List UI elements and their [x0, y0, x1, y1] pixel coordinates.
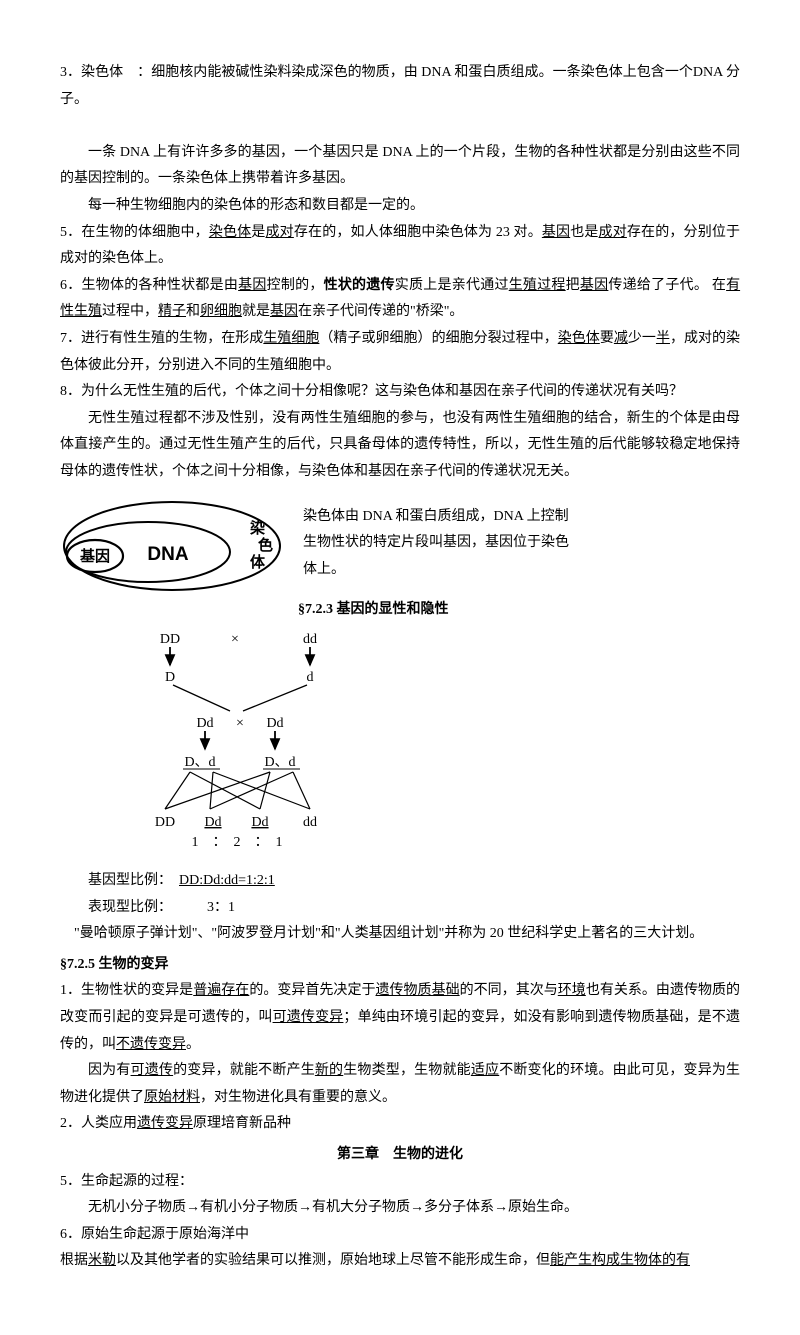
item-5: 5．在生物的体细胞中，染色体是成对存在的，如人体细胞中染色体为 23 对。基因也… [60, 220, 740, 273]
svg-text:dd: dd [303, 815, 317, 830]
variation-item-2: 2．人类应用遗传变异原理培育新品种 [60, 1111, 740, 1138]
item-8-question: 8．为什么无性生殖的后代，个体之间十分相像呢？这与染色体和基因在亲子代间的传递状… [60, 379, 740, 406]
svg-text:体: 体 [250, 553, 266, 571]
svg-text:×: × [231, 632, 239, 647]
variation-item-1: 1．生物性状的变异是普遍存在的。变异首先决定于遗传物质基础的不同，其次与环境也有… [60, 978, 740, 1058]
fixed-shape-paragraph: 每一种生物细胞内的染色体的形态和数目都是一定的。 [60, 193, 740, 220]
genetics-cross-diagram: DD × dd D d Dd × Dd D、d D、d DD Dd Dd dd [95, 629, 740, 864]
svg-text:染: 染 [249, 519, 266, 537]
svg-text:DD: DD [160, 632, 180, 647]
svg-text:d: d [307, 670, 314, 685]
svg-text:D、d: D、d [264, 755, 295, 770]
ellipse-desc-3: 体上。 [303, 557, 569, 584]
svg-text:Dd: Dd [196, 716, 213, 731]
section-7-2-5: §7.2.5 生物的变异 [60, 952, 740, 979]
svg-text:D、d: D、d [184, 755, 215, 770]
svg-text:Dd: Dd [266, 716, 283, 731]
origin-item-5: 5．生命起源的过程： [60, 1169, 740, 1196]
variation-paragraph-2: 因为有可遗传的变异，就能不断产生新的生物类型，生物就能适应不断变化的环境。由此可… [60, 1058, 740, 1111]
ellipse-desc-2: 生物性状的特定片段叫基因，基因位于染色 [303, 530, 569, 557]
phenotype-ratio: 表现型比例： 3：1 [60, 895, 740, 922]
svg-text:色: 色 [258, 536, 273, 554]
ellipse-desc-1: 染色体由 DNA 和蛋白质组成，DNA 上控制 [303, 504, 569, 531]
svg-text:D: D [165, 670, 175, 685]
miller-line: 根据米勒以及其他学者的实验结果可以推测，原始地球上尽管不能形成生命，但能产生构成… [60, 1248, 740, 1275]
dna-genes-paragraph: 一条 DNA 上有许许多多的基因，一个基因只是 DNA 上的一个片段，生物的各种… [60, 140, 740, 193]
genotype-ratio: 基因型比例： DD:Dd:dd=1:2:1 [60, 868, 740, 895]
ellipse-diagram: 基因 DNA 染 色 体 [60, 498, 285, 593]
item-6: 6．生物体的各种性状都是由基因控制的，性状的遗传实质上是亲代通过生殖过程把基因传… [60, 273, 740, 326]
svg-text:×: × [236, 716, 244, 731]
three-projects: "曼哈顿原子弹计划"、"阿波罗登月计划"和"人类基因组计划"并称为 20 世纪科… [60, 921, 740, 948]
ellipse-diagram-block: 基因 DNA 染 色 体 染色体由 DNA 和蛋白质组成，DNA 上控制 生物性… [60, 498, 740, 593]
chapter-3-title: 第三章 生物的进化 [60, 1142, 740, 1169]
dna-label: DNA [147, 544, 188, 565]
section-7-2-3: §7.2.3 基因的显性和隐性 [60, 597, 740, 624]
gene-label: 基因 [79, 547, 110, 565]
svg-text:1 ： 2 ： 1: 1 ： 2 ： 1 [192, 835, 283, 850]
chromosome-definition: 3．染色体 ：细胞核内能被碱性染料染成深色的物质，由 DNA 和蛋白质组成。一条… [60, 60, 740, 113]
origin-item-6: 6．原始生命起源于原始海洋中 [60, 1222, 740, 1249]
item-8-answer: 无性生殖过程都不涉及性别，没有两性生殖细胞的参与，也没有两性生殖细胞的结合，新生… [60, 406, 740, 486]
svg-text:DD: DD [155, 815, 175, 830]
cross-svg: DD × dd D d Dd × Dd D、d D、d DD Dd Dd dd [95, 629, 395, 864]
svg-text:Dd: Dd [251, 815, 268, 830]
svg-text:Dd: Dd [204, 815, 221, 830]
origin-chain: 无机小分子物质→有机小分子物质→有机大分子物质→多分子体系→原始生命。 [60, 1195, 740, 1222]
svg-text:dd: dd [303, 632, 317, 647]
item-7: 7．进行有性生殖的生物，在形成生殖细胞（精子或卵细胞）的细胞分裂过程中，染色体要… [60, 326, 740, 379]
